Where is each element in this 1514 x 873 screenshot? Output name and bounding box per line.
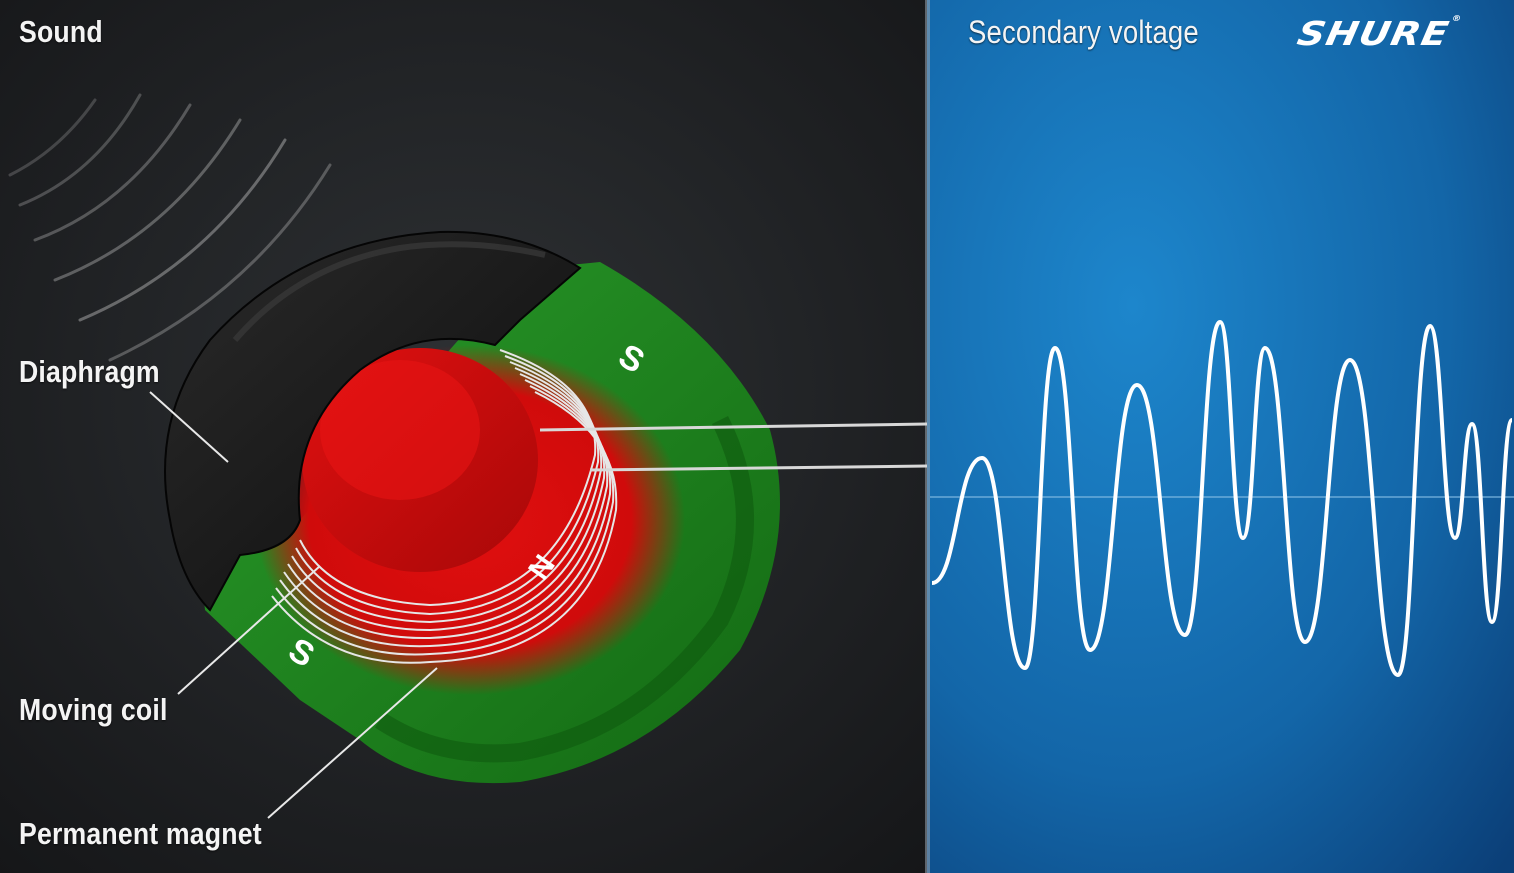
diaphragm-leader: [149, 391, 229, 463]
diaphragm-ring: [164, 230, 582, 612]
diaphragm-label: Diaphragm: [19, 354, 160, 389]
coil-lead-wires: [539, 422, 928, 472]
right-panel-background: [927, 0, 1514, 873]
diaphragm-highlight: [232, 241, 546, 342]
moving-coil-label: Moving coil: [19, 692, 168, 727]
sound-label: Sound: [19, 14, 103, 49]
moving-coil: [271, 349, 618, 664]
pole-cap-highlight: [320, 360, 480, 500]
coil-leader: [177, 565, 321, 695]
secondary-voltage-waveform: [931, 320, 1514, 677]
panel-divider: [925, 0, 930, 873]
secondary-voltage-title: Secondary voltage: [968, 14, 1199, 50]
magnet-assembly: S S N: [164, 230, 780, 784]
sound-waves-icon: [8, 93, 332, 362]
brand-logo-text: SHURE: [1294, 14, 1453, 53]
magnet-leader: [267, 667, 438, 819]
brand-logo: SHURE®: [1294, 14, 1464, 53]
permanent-magnet-label: Permanent magnet: [19, 816, 262, 851]
leader-lines: [149, 391, 438, 819]
magnet-green-rim: [375, 415, 754, 763]
